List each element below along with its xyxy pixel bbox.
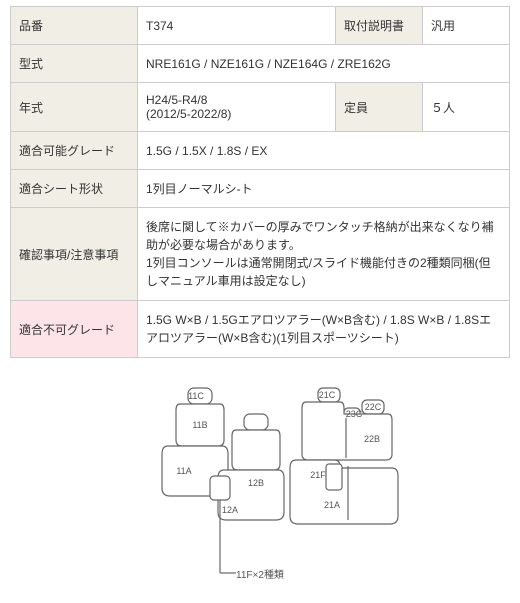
spec-table: 品番 T374 取付説明書 汎用 型式 NRE161G / NZE161G / … (10, 6, 510, 358)
val-seat-shape: 1列目ノーマルシ-ト (138, 170, 510, 208)
label-21f: 21F (310, 470, 326, 480)
row-year: 年式 H24/5-R4/8 (2012/5-2022/8) 定員 ５人 (11, 83, 510, 132)
label-product-code: 品番 (11, 7, 138, 45)
val-notes: 後席に関して※カバーの厚みでワンタッチ格納が出来なくなり補助が必要な場合がありま… (138, 208, 510, 301)
val-incompatible-grade: 1.5G W×B / 1.5Gエアロツアラー(W×B含む) / 1.8S W×B… (138, 301, 510, 358)
row-notes: 確認事項/注意事項 後席に関して※カバーの厚みでワンタッチ格納が出来なくなり補助… (11, 208, 510, 301)
val-model: NRE161G / NZE161G / NZE164G / ZRE162G (138, 45, 510, 83)
val-product-code: T374 (138, 7, 336, 45)
label-11a: 11A (176, 466, 191, 476)
label-11b: 11B (192, 420, 207, 430)
val-capacity: ５人 (423, 83, 510, 132)
label-22c: 22C (365, 402, 382, 412)
seat-svg: 11C 11B 11A 12B 12A (110, 378, 410, 598)
label-11f-note: 11F×2種類 (236, 568, 284, 581)
label-12a: 12A (222, 505, 238, 515)
row-product-code: 品番 T374 取付説明書 汎用 (11, 7, 510, 45)
label-12b: 12B (248, 478, 264, 488)
row-compatible-grade: 適合可能グレード 1.5G / 1.5X / 1.8S / EX (11, 132, 510, 170)
label-11c: 11C (188, 391, 204, 401)
seat-rear: 21C 23C 22C 22B 21F 21A (290, 388, 398, 524)
row-model: 型式 NRE161G / NZE161G / NZE164G / ZRE162G (11, 45, 510, 83)
label-manual: 取付説明書 (336, 7, 423, 45)
label-compatible-grade: 適合可能グレード (11, 132, 138, 170)
label-22b: 22B (364, 434, 380, 444)
label-21a: 21A (324, 500, 340, 510)
label-21c: 21C (319, 390, 336, 400)
row-incompatible-grade: 適合不可グレード 1.5G W×B / 1.5Gエアロツアラー(W×B含む) /… (11, 301, 510, 358)
label-seat-shape: 適合シート形状 (11, 170, 138, 208)
val-compatible-grade: 1.5G / 1.5X / 1.8S / EX (138, 132, 510, 170)
label-notes: 確認事項/注意事項 (11, 208, 138, 301)
val-manual: 汎用 (423, 7, 510, 45)
label-incompatible-grade: 適合不可グレード (11, 301, 138, 358)
label-23c: 23C (346, 409, 363, 419)
seat-diagram: 11C 11B 11A 12B 12A (10, 378, 510, 603)
row-seat-shape: 適合シート形状 1列目ノーマルシ-ト (11, 170, 510, 208)
val-year: H24/5-R4/8 (2012/5-2022/8) (138, 83, 336, 132)
label-capacity: 定員 (336, 83, 423, 132)
label-year: 年式 (11, 83, 138, 132)
label-model: 型式 (11, 45, 138, 83)
